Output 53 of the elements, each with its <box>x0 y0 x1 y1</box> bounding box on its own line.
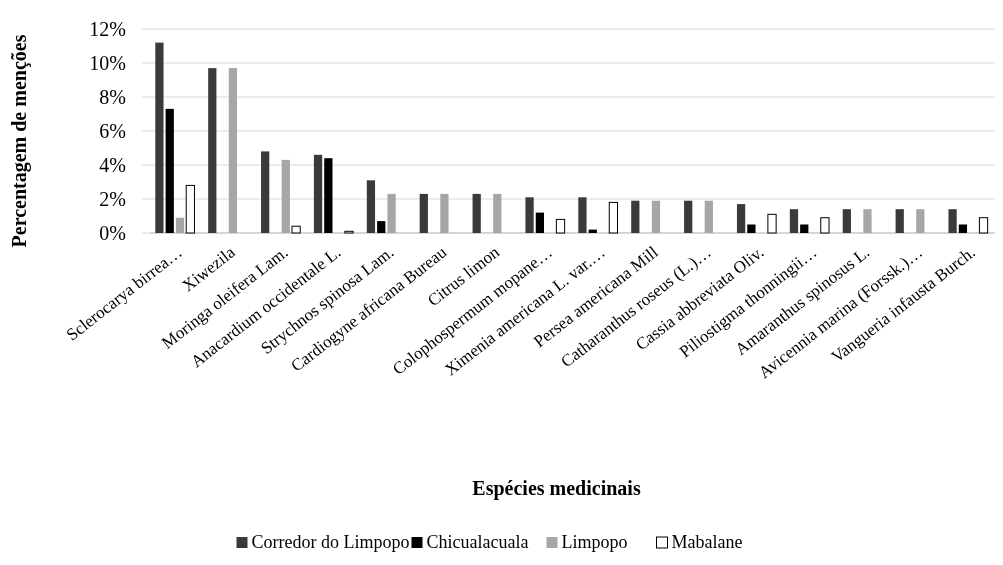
bar <box>958 224 968 233</box>
bar <box>895 209 904 233</box>
x-axis-title: Espécies medicinais <box>472 477 641 500</box>
bar <box>493 193 502 233</box>
y-tick-label: 4% <box>99 154 126 176</box>
bar <box>261 151 270 233</box>
bar <box>948 209 957 233</box>
bar <box>387 193 396 233</box>
bar <box>228 68 238 233</box>
y-tick-label: 2% <box>99 188 126 210</box>
bar <box>525 197 534 233</box>
bar <box>978 217 989 234</box>
bar <box>704 200 713 233</box>
bar <box>767 213 777 234</box>
bar <box>789 209 799 233</box>
bar <box>175 217 185 233</box>
bar <box>736 204 746 233</box>
legend-label: Chicualacuala <box>426 532 529 552</box>
bar <box>313 154 323 233</box>
y-tick-label: 6% <box>99 120 126 142</box>
bar <box>863 209 872 233</box>
legend-label: Corredor do Limpopo <box>251 532 410 552</box>
bar <box>472 193 481 233</box>
bar <box>165 108 174 233</box>
bar <box>608 201 618 234</box>
bar <box>324 158 333 233</box>
bar <box>651 200 661 233</box>
bar <box>535 212 544 233</box>
y-tick-label: 0% <box>99 222 126 244</box>
y-tick-label: 10% <box>89 52 126 74</box>
bar <box>208 68 217 233</box>
bar <box>684 200 693 233</box>
bar <box>155 42 164 233</box>
bar <box>631 200 640 233</box>
bar <box>842 209 851 233</box>
bar <box>291 225 301 234</box>
y-tick-label: 12% <box>89 18 126 40</box>
legend-label: Limpopo <box>561 532 628 552</box>
bar <box>578 197 587 233</box>
y-axis-title: Percentagem de menções <box>8 34 31 248</box>
bar <box>419 193 428 233</box>
bar <box>281 159 290 233</box>
bar <box>366 180 376 233</box>
bar <box>555 218 566 234</box>
bar <box>377 221 386 233</box>
bar <box>747 224 756 233</box>
y-tick-label: 8% <box>99 86 126 108</box>
legend-label: Mabalane <box>671 532 743 552</box>
bar <box>916 209 925 233</box>
bar <box>820 217 830 234</box>
bar <box>800 224 809 233</box>
bar <box>185 184 195 234</box>
bar <box>440 193 449 233</box>
